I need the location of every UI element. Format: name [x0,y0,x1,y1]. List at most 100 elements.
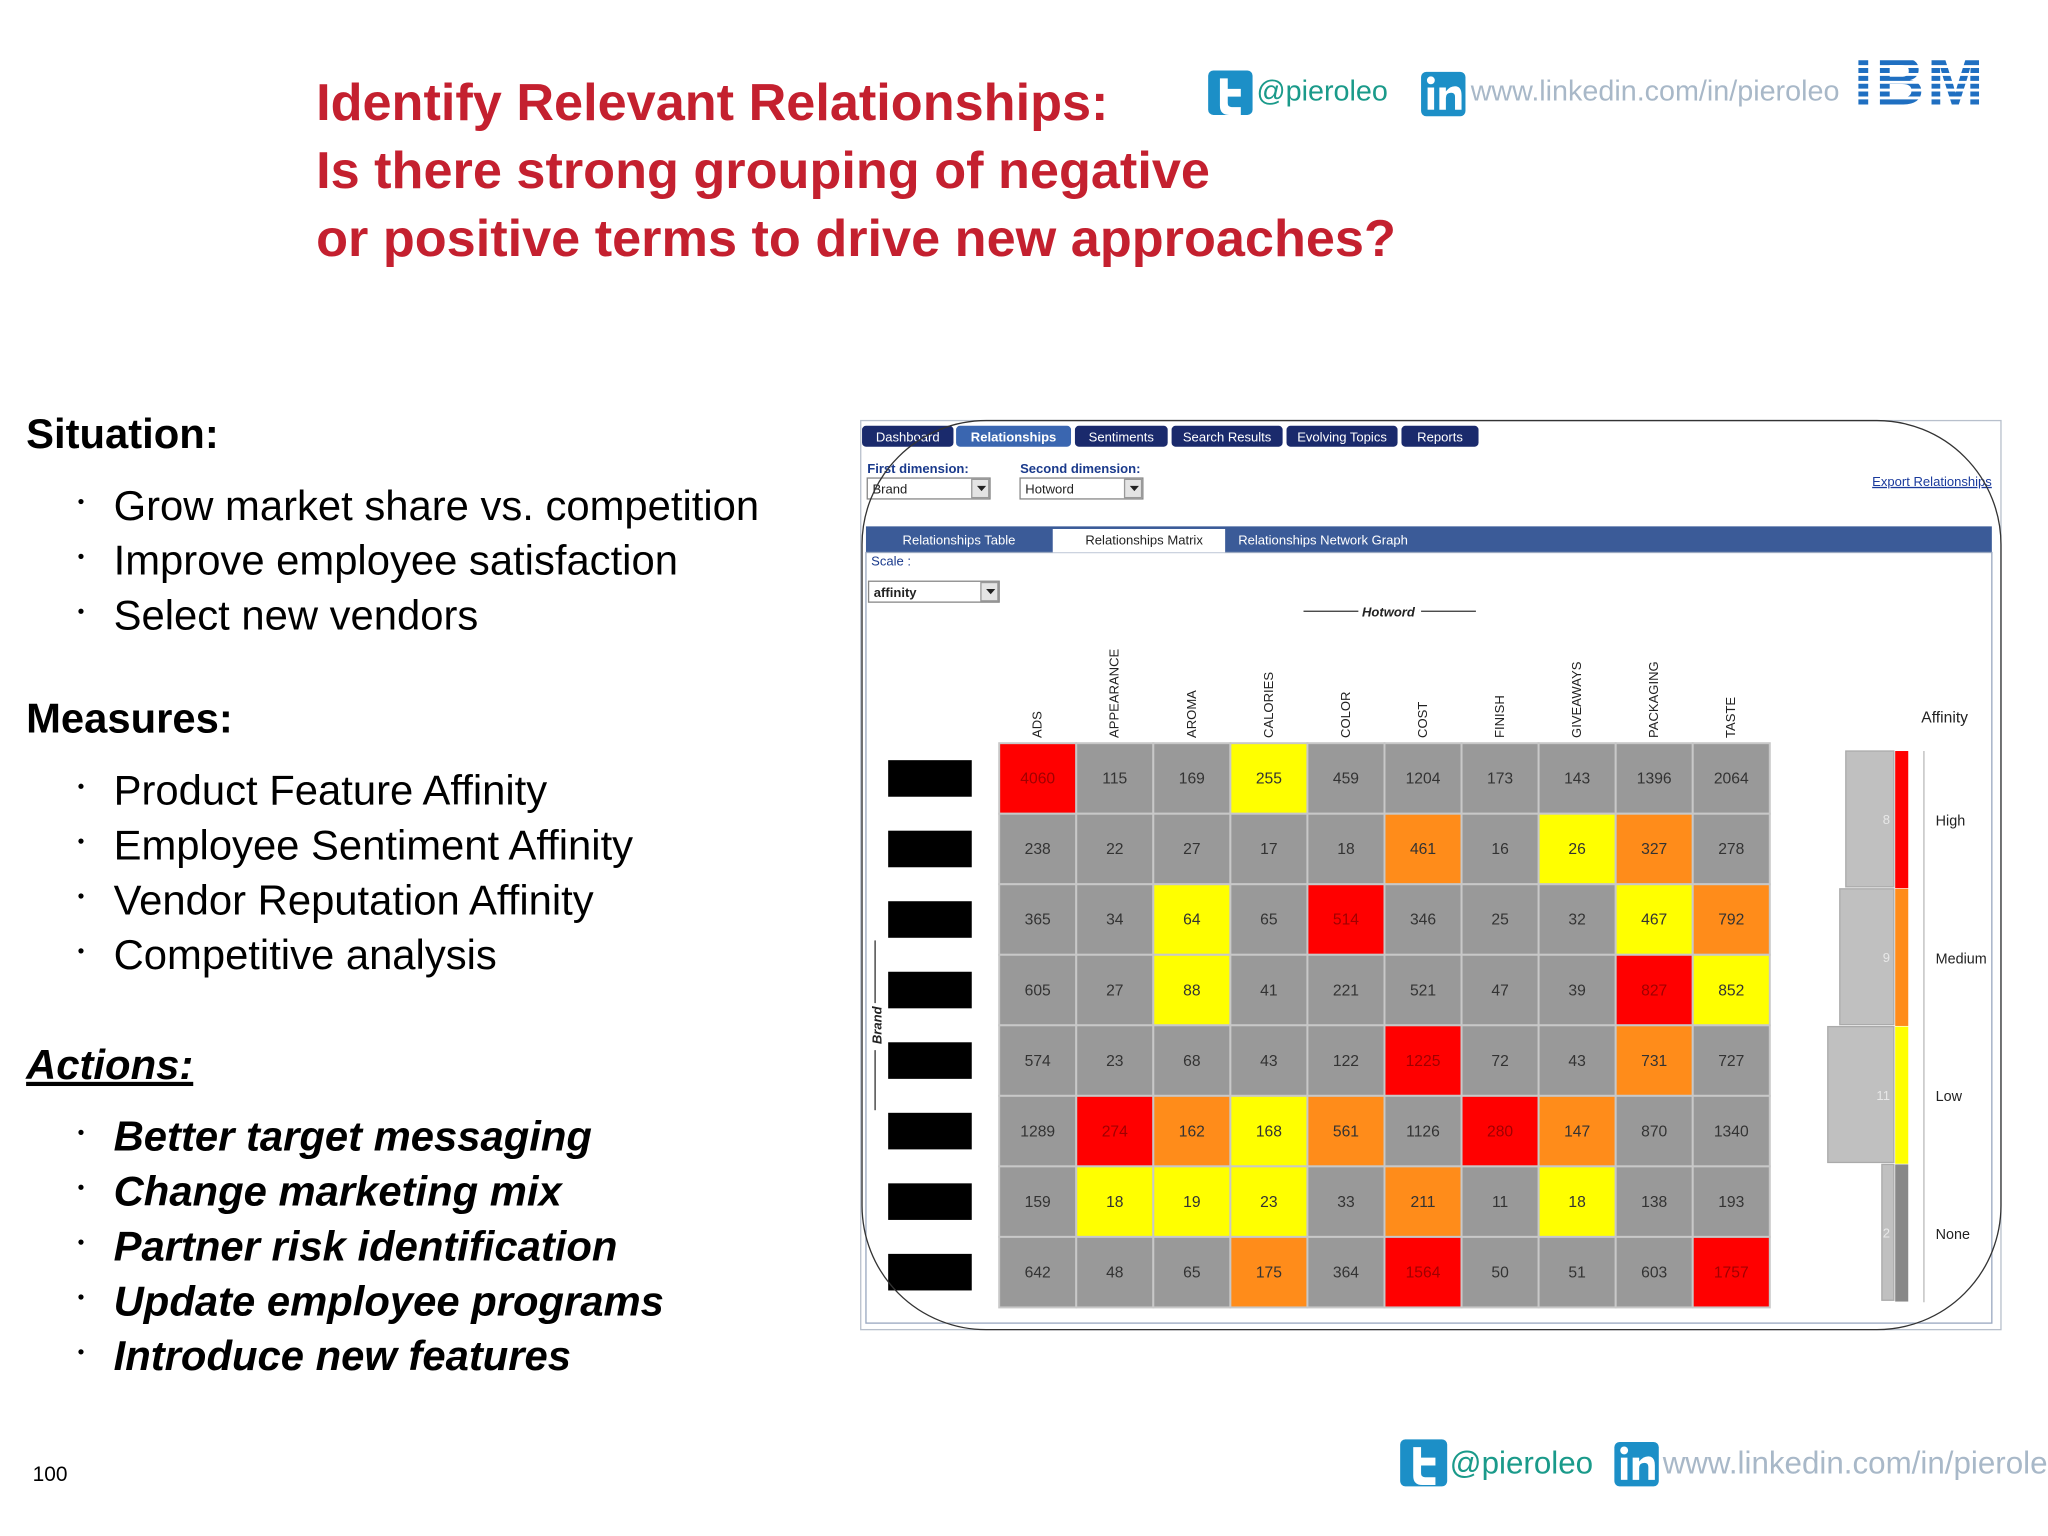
cell-value: 39 [1568,982,1585,999]
section-item: Introduce new features [114,1332,571,1379]
second-dimension-select[interactable] [1019,477,1144,500]
matrix-cell [1229,1024,1309,1097]
cell-value: 827 [1641,982,1667,999]
logo-stripes [1848,57,1992,100]
column-label: TASTE [1723,697,1738,738]
tab-label[interactable]: Search Results [1183,429,1272,444]
matrix-cell [1537,1024,1617,1097]
row-label-redacted [888,1183,972,1220]
cell-value: 603 [1641,1264,1667,1281]
page-number: 100 [33,1463,68,1486]
cell-value: 1204 [1406,771,1441,788]
matrix-cell [1229,742,1309,815]
scale-select-arrow [986,589,996,595]
matrix-cell [1691,812,1771,886]
tab[interactable] [862,425,954,447]
legend-count-bar [1839,888,1895,1026]
column-label: AROMA [1184,690,1199,738]
legend-label: Low [1936,1089,1963,1105]
tab[interactable] [1286,425,1398,447]
first-dimension-select-value[interactable]: Brand [872,482,907,497]
cell-value: 561 [1333,1123,1359,1140]
tab[interactable] [1074,425,1168,447]
cell-value: 27 [1183,841,1200,858]
export-link[interactable]: Export Relationships [1872,474,1992,489]
bullet [78,1184,84,1190]
cell-value: 364 [1333,1264,1359,1281]
cell-value: 43 [1260,1053,1278,1070]
section-heading: Measures: [26,695,233,742]
cell-value: 221 [1333,982,1359,999]
legend-label: None [1936,1227,1970,1243]
subtab-label[interactable]: Relationships Table [903,533,1016,548]
matrix-cell [1075,1024,1155,1097]
section-item: Grow market share vs. competition [114,482,760,529]
subtab-active[interactable] [1052,528,1226,553]
cell-value: 514 [1333,912,1359,929]
bullet [78,553,84,560]
column-label: ADS [1030,711,1045,738]
matrix-cell [1383,812,1463,886]
tab-label[interactable]: Reports [1417,429,1463,444]
footer-twitter: @pieroleo [1450,1445,1593,1480]
scale-select[interactable] [867,580,1000,603]
matrix-cell [1691,953,1771,1027]
bullet [78,1129,84,1136]
tab-label[interactable]: Evolving Topics [1297,429,1387,444]
scale-select-value[interactable]: affinity [874,585,918,600]
cell-value: 175 [1256,1264,1282,1281]
bullet [78,948,84,954]
tab[interactable] [1401,425,1479,447]
footer-linkedin-icon [1614,1441,1659,1487]
tab-label[interactable]: Relationships [971,429,1057,444]
matrix-cell [1460,1165,1540,1238]
matrix-cell [1691,1094,1771,1168]
cell-value: 727 [1718,1053,1744,1070]
matrix-cell [1383,883,1463,956]
matrix-cell [1152,1024,1232,1097]
linkedin-url: www.linkedin.com/in/pieroleo [1470,76,1840,108]
tab[interactable] [1171,425,1283,447]
matrix-cell [1229,953,1309,1027]
column-label: GIVEAWAYS [1569,661,1584,738]
bullet [78,498,84,505]
cell-value: 72 [1491,1053,1508,1070]
cell-value: 461 [1410,841,1436,858]
cell-value: 1289 [1020,1123,1055,1140]
cell-value: 17 [1260,841,1277,858]
cell-value: 365 [1025,912,1051,929]
legend-count-bar [1845,750,1895,888]
cell-value: 1225 [1406,1053,1441,1070]
cell-value: 870 [1641,1123,1667,1140]
cell-value: 278 [1718,841,1744,858]
subtab-label[interactable]: Relationships Network Graph [1238,533,1408,548]
cell-value: 1340 [1714,1123,1749,1140]
column-title: Hotword [1362,604,1416,619]
cell-value: 274 [1102,1123,1128,1140]
section-item: Competitive analysis [114,931,497,978]
matrix-cell [1460,742,1540,815]
cell-value: 173 [1487,771,1513,788]
tab-label[interactable]: Dashboard [876,429,940,444]
cell-value: 574 [1025,1053,1051,1070]
title-line: or positive terms to drive new approache… [316,210,1396,268]
tab-label[interactable]: Sentiments [1089,429,1155,444]
tab[interactable] [956,425,1072,447]
column-label: COST [1415,702,1430,738]
cell-value: 852 [1718,982,1744,999]
row-label-redacted [888,901,972,938]
bullet [78,608,84,614]
subtab-label[interactable]: Relationships Matrix [1085,533,1203,548]
first-dimension-select[interactable] [866,477,991,500]
cell-value: 32 [1568,912,1585,929]
cell-value: 1757 [1714,1264,1749,1281]
cell-value: 50 [1491,1264,1509,1281]
footer-linkedin: www.linkedin.com/in/pieroleo [1662,1445,2048,1480]
section-item: Vendor Reputation Affinity [114,876,594,923]
second-dimension-select-value[interactable]: Hotword [1025,482,1074,497]
cell-value: 11 [1492,1194,1508,1211]
cell-value: 23 [1260,1194,1278,1211]
matrix-cell [1691,742,1771,815]
cell-value: 48 [1106,1264,1124,1281]
row-label-redacted [888,830,972,868]
